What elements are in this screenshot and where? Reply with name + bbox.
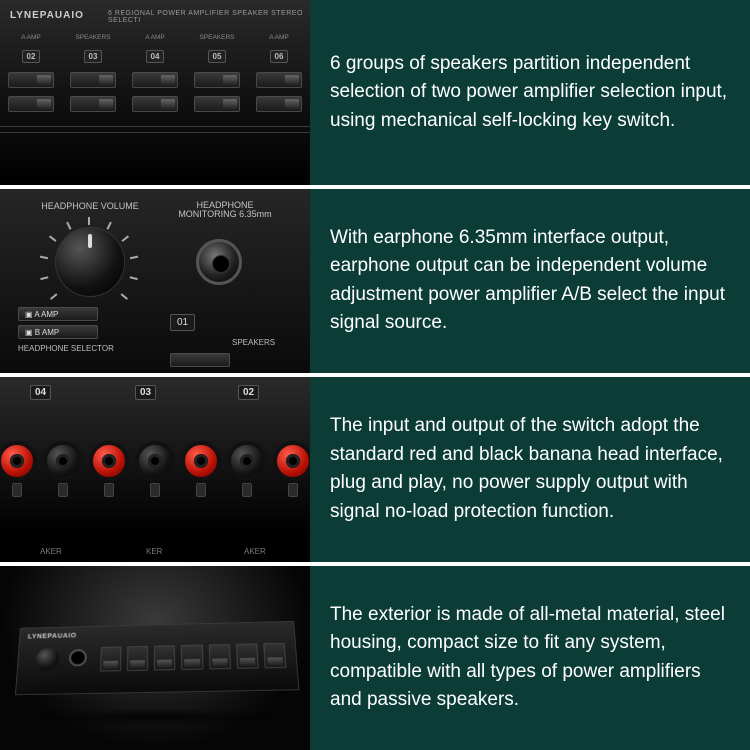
label-headphone-monitoring: HEADPHONE MONITORING 6.35mm [170,201,280,221]
switch [194,72,240,88]
thumb-banana-jacks: 04 03 02 AKER KER AKER [0,377,310,562]
switch [194,96,240,112]
feature-grid: LYNEPAUAIO 6 REGIONAL POWER AMPLIFIER SP… [0,0,750,750]
banana-jack-red [0,441,37,497]
label-headphone-selector: HEADPHONE SELECTOR [18,344,114,353]
jack-group-04: 04 [30,385,51,400]
feature-row-1: LYNEPAUAIO 6 REGIONAL POWER AMPLIFIER SP… [0,0,750,189]
headphone-jack-icon [69,649,87,666]
banana-jack-black [135,441,175,497]
switch [70,96,116,112]
switch-label-row: A AMP SPEAKERS A AMP SPEAKERS A AMP [0,34,310,41]
volume-knob [35,648,60,671]
banana-jack-black [43,441,83,497]
thumb-full-unit: LYNEPAUAIO [0,566,310,750]
selector-a-amp: ▣ A AMP [18,307,98,321]
brand-subtitle: 6 REGIONAL POWER AMPLIFIER SPEAKER STERE… [108,10,310,24]
banana-jack-red [89,441,129,497]
volume-knob [55,227,125,297]
feature-desc-1: 6 groups of speakers partition independe… [310,0,750,185]
jack-group-02: 02 [238,385,259,400]
feature-desc-4: The exterior is made of all-metal materi… [310,566,750,750]
thumb-switch-panel: LYNEPAUAIO 6 REGIONAL POWER AMPLIFIER SP… [0,0,310,185]
banana-jack-row [0,441,310,497]
switch [8,72,54,88]
selector-b-amp: ▣ B AMP [18,325,98,339]
banana-jack-red [273,441,310,497]
switch [132,96,178,112]
switch [170,353,230,367]
switch-row-top [0,72,310,88]
thumb-headphone: HEADPHONE VOLUME HEADPHONE MONITORING 6.… [0,189,310,374]
switch [256,96,302,112]
feature-desc-3: The input and output of the switch adopt… [310,377,750,562]
label-headphone-volume: HEADPHONE VOLUME [30,201,150,211]
label-speakers: SPEAKERS [232,338,275,347]
feature-row-2: HEADPHONE VOLUME HEADPHONE MONITORING 6.… [0,189,750,378]
banana-jack-black [227,441,267,497]
brand-text: LYNEPAUAIO [28,633,77,641]
switch-bank [100,642,286,671]
group-01-label: 01 [170,314,195,331]
feature-row-4: LYNEPAUAIO The exterior is made of all-m… [0,566,750,750]
switch [256,72,302,88]
jack-group-03: 03 [135,385,156,400]
switch [70,72,116,88]
switch [8,96,54,112]
feature-desc-2: With earphone 6.35mm interface output, e… [310,189,750,374]
switch [132,72,178,88]
headphone-jack-icon [196,239,242,285]
unit-shadow [20,708,290,726]
brand-text: LYNEPAUAIO [10,10,84,21]
group-number-row: 02 03 04 05 06 [0,50,310,63]
switch-row-bottom [0,96,310,112]
feature-row-3: 04 03 02 AKER KER AKER The input and out… [0,377,750,566]
banana-jack-red [181,441,221,497]
amplifier-unit: LYNEPAUAIO [15,621,300,696]
